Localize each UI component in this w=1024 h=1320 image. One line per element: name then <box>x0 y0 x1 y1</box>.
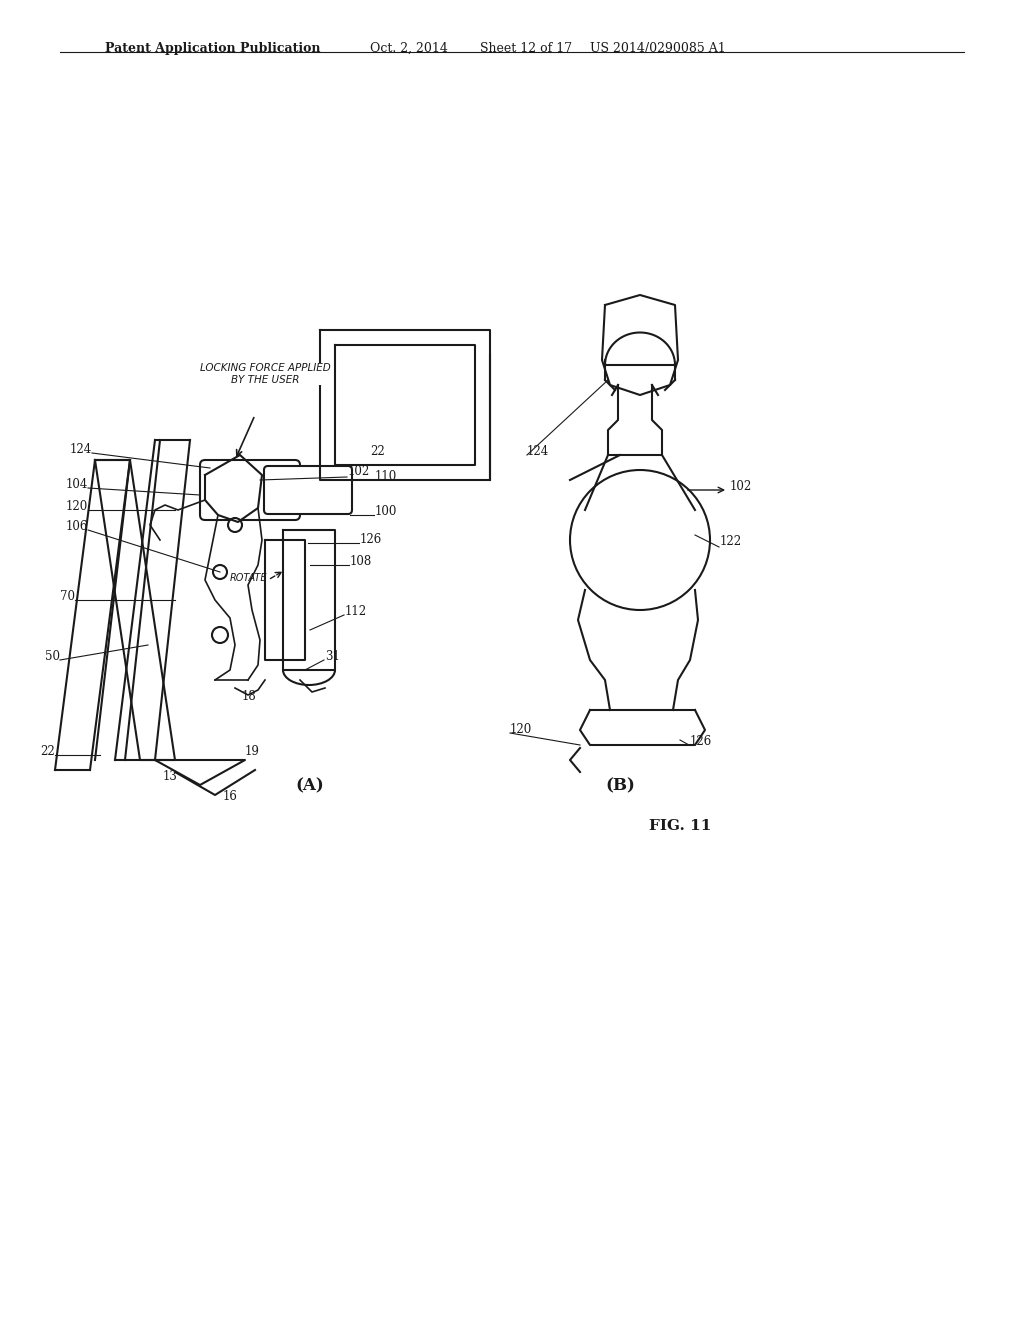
Text: 124: 124 <box>527 445 549 458</box>
Text: ROTATE: ROTATE <box>229 573 266 583</box>
Text: (B): (B) <box>605 777 635 795</box>
Text: (A): (A) <box>296 777 325 795</box>
Text: 31: 31 <box>325 649 340 663</box>
Text: 102: 102 <box>348 465 371 478</box>
FancyBboxPatch shape <box>264 466 352 513</box>
Circle shape <box>585 484 695 595</box>
Text: Patent Application Publication: Patent Application Publication <box>105 42 321 55</box>
Text: 124: 124 <box>70 444 92 455</box>
Text: 120: 120 <box>510 723 532 737</box>
Text: 22: 22 <box>40 744 55 758</box>
Text: 100: 100 <box>375 506 397 517</box>
FancyBboxPatch shape <box>200 459 300 520</box>
Circle shape <box>228 517 242 532</box>
Text: 108: 108 <box>350 554 373 568</box>
Text: 102: 102 <box>730 480 753 492</box>
Text: 18: 18 <box>242 690 257 704</box>
Text: 126: 126 <box>360 533 382 546</box>
Text: 122: 122 <box>720 535 742 548</box>
Text: Oct. 2, 2014: Oct. 2, 2014 <box>370 42 447 55</box>
Text: LOCKING FORCE APPLIED
BY THE USER: LOCKING FORCE APPLIED BY THE USER <box>200 363 331 385</box>
Text: 126: 126 <box>690 735 713 748</box>
Circle shape <box>213 565 227 579</box>
Text: 16: 16 <box>222 789 238 803</box>
Text: 70: 70 <box>60 590 75 603</box>
Text: Sheet 12 of 17: Sheet 12 of 17 <box>480 42 572 55</box>
Text: 19: 19 <box>245 744 260 758</box>
Text: US 2014/0290085 A1: US 2014/0290085 A1 <box>590 42 726 55</box>
Text: 110: 110 <box>375 470 397 483</box>
Text: 13: 13 <box>163 770 177 783</box>
Text: 104: 104 <box>66 478 88 491</box>
Text: FIG. 11: FIG. 11 <box>649 818 712 833</box>
Circle shape <box>212 627 228 643</box>
Circle shape <box>570 470 710 610</box>
Text: 112: 112 <box>345 605 368 618</box>
Text: 106: 106 <box>66 520 88 533</box>
Text: 50: 50 <box>45 649 60 663</box>
Text: 22: 22 <box>370 445 385 458</box>
Text: 120: 120 <box>66 500 88 513</box>
